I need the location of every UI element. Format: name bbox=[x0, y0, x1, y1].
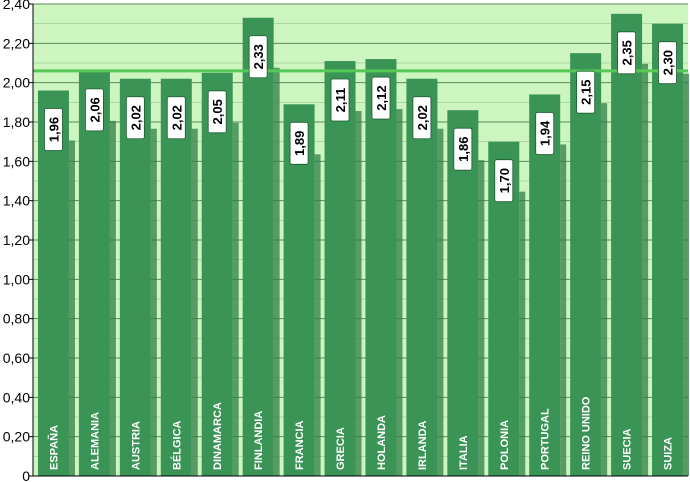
value-label: 2,11 bbox=[333, 88, 348, 113]
y-tick-label: 0,60 bbox=[3, 350, 30, 366]
value-label-box bbox=[166, 96, 186, 140]
category-label: HOLANDA bbox=[376, 415, 388, 470]
value-label: 2,02 bbox=[128, 105, 143, 130]
bar-shadow bbox=[273, 67, 280, 477]
bar bbox=[447, 110, 479, 476]
bar bbox=[406, 78, 438, 476]
category-label: DINAMARCA bbox=[212, 402, 224, 470]
bar-shadow bbox=[314, 154, 321, 477]
category-label: SUIZA bbox=[663, 437, 675, 470]
y-tick-label: 2,40 bbox=[3, 0, 30, 12]
bar bbox=[324, 61, 356, 477]
category-label: ITALIA bbox=[458, 435, 470, 470]
value-label-box bbox=[535, 112, 555, 155]
value-label-box bbox=[248, 35, 268, 79]
bar bbox=[37, 90, 69, 477]
bar-shadow bbox=[683, 73, 690, 477]
value-label-box bbox=[371, 76, 391, 120]
bar-shadow bbox=[109, 120, 116, 476]
value-label: 1,70 bbox=[497, 168, 512, 193]
category-label: GRECIA bbox=[335, 427, 347, 470]
bar bbox=[78, 70, 110, 476]
value-labels: ESPAÑA 1,96 ALEMANIA 2,06 AUSTRIA 2,02 BÉLGICA… bbox=[44, 31, 677, 470]
value-label: 1,94 bbox=[538, 120, 553, 146]
bar-shadow bbox=[642, 63, 649, 476]
value-label-box bbox=[576, 70, 596, 114]
value-label-box bbox=[125, 96, 145, 140]
value-label: 1,96 bbox=[46, 117, 61, 142]
bar bbox=[242, 17, 274, 477]
bar-shadow bbox=[355, 111, 362, 477]
bar-shadow bbox=[519, 191, 526, 476]
y-axis-ticks: 0 0,20 0,40 0,60 0,80 1,00 1,20 1,40 1,60 1,80 2,0… bbox=[3, 0, 33, 482]
bar-shadow bbox=[437, 128, 444, 476]
y-tick-label: 1,40 bbox=[3, 193, 30, 209]
category-label: POLONIA bbox=[499, 420, 511, 470]
value-label: 2,06 bbox=[87, 97, 102, 122]
value-label-box bbox=[412, 96, 432, 140]
bar bbox=[611, 13, 643, 476]
bar bbox=[529, 94, 561, 476]
y-tick-label: 1,80 bbox=[3, 114, 30, 130]
category-label: REINO UNIDO bbox=[581, 396, 593, 470]
category-label: BÉLGICA bbox=[170, 420, 183, 470]
value-label: 2,02 bbox=[415, 105, 430, 130]
value-label-box bbox=[494, 159, 514, 203]
bar bbox=[365, 59, 397, 477]
bar-shadow bbox=[68, 140, 75, 477]
bar-shadow bbox=[191, 128, 198, 476]
bar-shadow bbox=[560, 144, 567, 476]
bar-shadow bbox=[478, 160, 485, 476]
bar-shadow bbox=[150, 128, 157, 476]
value-label-box bbox=[289, 121, 309, 165]
value-label: 2,15 bbox=[579, 80, 594, 105]
value-label-box bbox=[453, 127, 473, 171]
y-tick-label: 1,00 bbox=[3, 271, 30, 287]
value-label: 2,05 bbox=[210, 99, 225, 124]
category-label: PORTUGAL bbox=[540, 408, 552, 470]
category-label: IRLANDA bbox=[417, 420, 429, 470]
value-label-box bbox=[207, 90, 227, 134]
value-label: 2,33 bbox=[251, 44, 266, 69]
value-label: 2,02 bbox=[169, 105, 184, 130]
y-tick-label: 1,60 bbox=[3, 153, 30, 169]
bar bbox=[201, 72, 233, 476]
y-tick-label: 0,80 bbox=[3, 311, 30, 327]
category-label: FINLANDIA bbox=[253, 411, 265, 470]
value-label: 2,12 bbox=[374, 85, 389, 110]
y-tick-label: 2,00 bbox=[3, 75, 30, 91]
y-tick-label: 0,40 bbox=[3, 389, 30, 405]
value-label-box bbox=[44, 108, 63, 151]
bar bbox=[570, 53, 602, 477]
value-label-box bbox=[617, 31, 636, 75]
value-label: 2,35 bbox=[620, 40, 635, 65]
category-label: ALEMANIA bbox=[89, 412, 101, 470]
y-tick-label: 0 bbox=[22, 468, 30, 482]
bar bbox=[160, 78, 192, 476]
bars bbox=[37, 13, 690, 477]
category-label: FRANCIA bbox=[294, 420, 306, 470]
y-tick-label: 2,20 bbox=[3, 35, 30, 51]
bar-shadow bbox=[601, 103, 608, 477]
y-tick-label: 0,20 bbox=[3, 429, 30, 445]
bar bbox=[283, 104, 315, 477]
value-label: 1,86 bbox=[456, 137, 471, 162]
bar bbox=[652, 23, 684, 477]
y-tick-label: 1,20 bbox=[3, 232, 30, 248]
value-label-box bbox=[658, 41, 677, 85]
value-label-box bbox=[330, 78, 350, 122]
value-label: 2,30 bbox=[661, 50, 676, 75]
category-label: AUSTRIA bbox=[130, 421, 142, 470]
value-label: 1,89 bbox=[292, 131, 307, 156]
category-label: ESPAÑA bbox=[47, 425, 60, 470]
bar-shadow bbox=[396, 109, 403, 477]
bar-shadow bbox=[232, 122, 239, 476]
category-label: SUECIA bbox=[622, 428, 634, 470]
bar bbox=[119, 78, 151, 476]
value-label-box bbox=[85, 88, 104, 132]
